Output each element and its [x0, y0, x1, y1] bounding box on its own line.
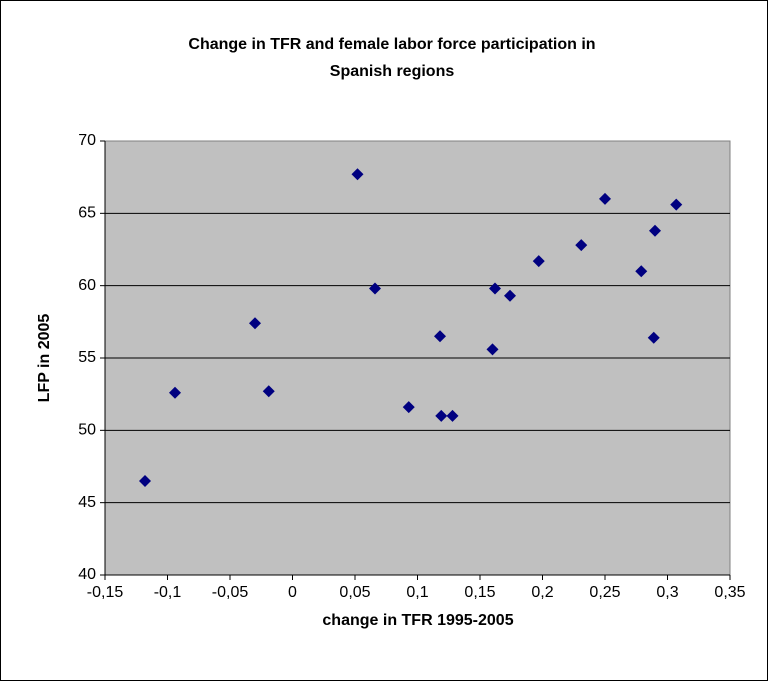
point [575, 239, 588, 252]
y-tick-label: 55 [78, 349, 96, 366]
point [435, 409, 448, 422]
x-tick-label: 0 [288, 584, 297, 601]
y-tick-label: 45 [78, 494, 96, 511]
chart-title: Change in TFR and female labor force par… [188, 36, 595, 53]
point [670, 198, 683, 211]
y-tick-label: 65 [78, 205, 96, 222]
point [139, 474, 151, 487]
point [599, 192, 611, 205]
point [249, 317, 261, 330]
x-tick-label: -0,05 [212, 584, 249, 601]
point [169, 386, 181, 399]
point [446, 409, 459, 422]
x-tick-label: 0,25 [589, 584, 620, 601]
x-tick-label: 0,3 [656, 584, 678, 601]
point [532, 255, 545, 268]
point [402, 401, 415, 414]
x-tick-label: 0,15 [464, 584, 495, 601]
point [486, 343, 499, 356]
x-tick-label: 0,2 [531, 584, 553, 601]
x-tick-label: -0,1 [154, 584, 182, 601]
point [647, 331, 660, 344]
x-tick-label: 0,05 [339, 584, 370, 601]
y-tick-label: 50 [78, 422, 96, 439]
point [649, 224, 661, 237]
x-tick-label: 0,35 [714, 584, 745, 601]
y-tick-label: 60 [78, 277, 96, 294]
x-axis-label: change in TFR 1995-2005 [322, 612, 513, 629]
point [262, 385, 275, 398]
point [504, 289, 516, 302]
y-tick-label: 40 [78, 566, 96, 583]
y-tick-label: 70 [78, 132, 96, 149]
point [351, 168, 364, 181]
point [635, 265, 648, 278]
chart-title: Spanish regions [330, 63, 455, 80]
x-tick-label: -0,15 [87, 584, 124, 601]
x-tick-label: 0,1 [406, 584, 428, 601]
point [369, 282, 381, 295]
y-axis-label: LFP in 2005 [36, 314, 53, 403]
point [489, 282, 501, 295]
point [434, 330, 446, 343]
